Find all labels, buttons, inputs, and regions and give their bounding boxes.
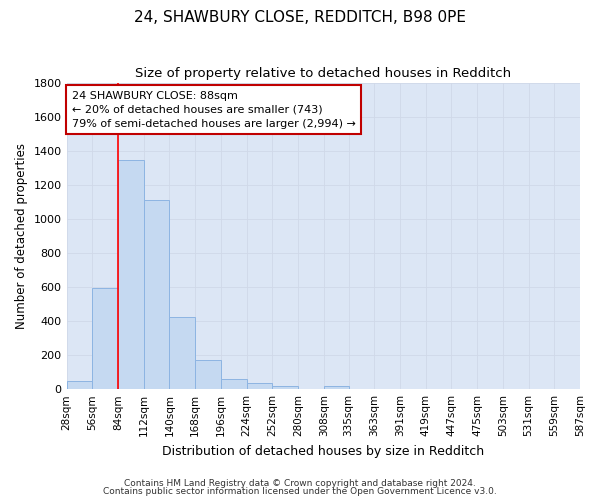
Bar [272, 386, 298, 389]
Text: Contains HM Land Registry data © Crown copyright and database right 2024.: Contains HM Land Registry data © Crown c… [124, 478, 476, 488]
X-axis label: Distribution of detached houses by size in Redditch: Distribution of detached houses by size … [162, 444, 484, 458]
Text: Contains public sector information licensed under the Open Government Licence v3: Contains public sector information licen… [103, 487, 497, 496]
Bar [221, 379, 247, 389]
Title: Size of property relative to detached houses in Redditch: Size of property relative to detached ho… [135, 68, 511, 80]
Bar [143, 200, 169, 389]
Bar [169, 317, 195, 389]
Bar [195, 360, 221, 389]
Text: 24, SHAWBURY CLOSE, REDDITCH, B98 0PE: 24, SHAWBURY CLOSE, REDDITCH, B98 0PE [134, 10, 466, 25]
Bar [67, 380, 92, 389]
Bar [92, 288, 118, 389]
Bar [118, 160, 143, 389]
Bar [247, 382, 272, 389]
Text: 24 SHAWBURY CLOSE: 88sqm
← 20% of detached houses are smaller (743)
79% of semi-: 24 SHAWBURY CLOSE: 88sqm ← 20% of detach… [71, 90, 356, 128]
Bar [324, 386, 349, 389]
Y-axis label: Number of detached properties: Number of detached properties [15, 143, 28, 329]
